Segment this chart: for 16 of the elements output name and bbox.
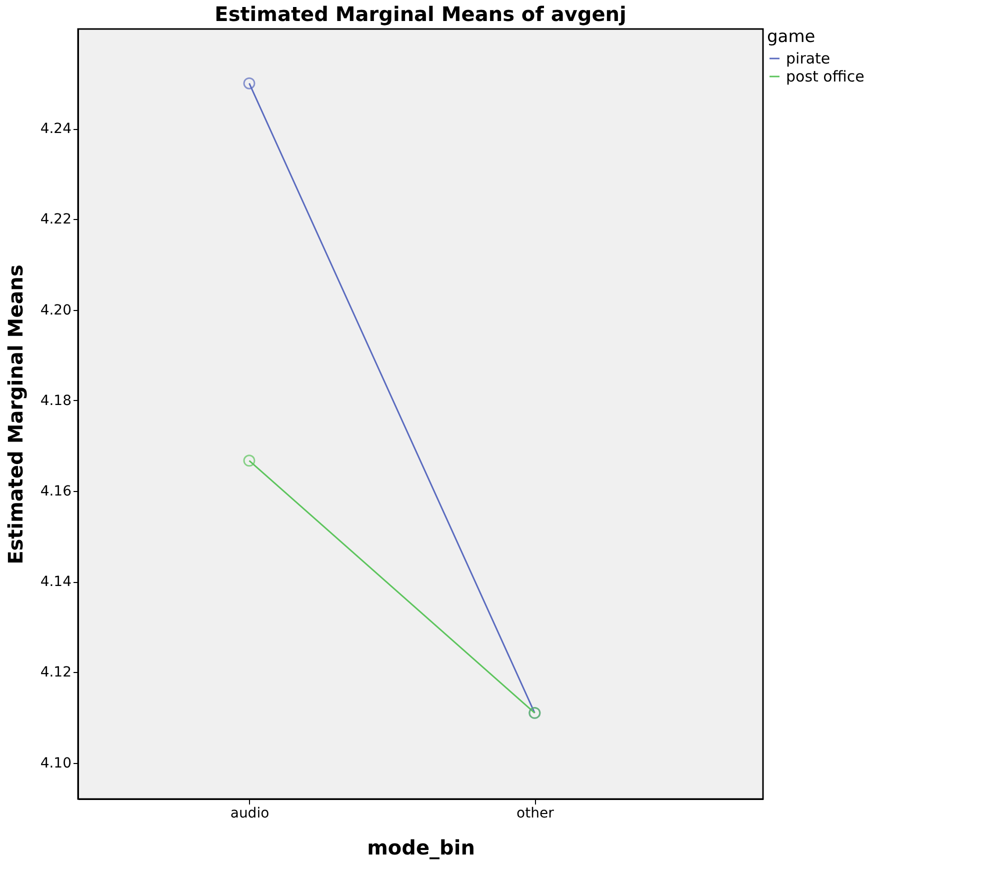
y-tick-label: 4.20 [40, 302, 72, 318]
chart-title: Estimated Marginal Means of avgenj [214, 2, 626, 26]
y-tick-label: 4.10 [40, 755, 72, 772]
y-tick-label: 4.16 [40, 484, 72, 500]
legend-label: post office [786, 68, 864, 86]
x-axis-title: mode_bin [367, 836, 475, 860]
y-tick-label: 4.18 [40, 392, 72, 409]
legend-label: pirate [786, 50, 830, 68]
legend-title: game [767, 27, 816, 47]
y-tick-label: 4.22 [40, 212, 72, 228]
x-tick-label: other [516, 806, 554, 822]
y-tick-label: 4.24 [40, 121, 72, 138]
y-axis-title: Estimated Marginal Means [3, 264, 28, 564]
x-tick-label: audio [230, 806, 270, 822]
y-tick-label: 4.14 [40, 574, 72, 590]
y-tick-label: 4.12 [40, 664, 72, 681]
